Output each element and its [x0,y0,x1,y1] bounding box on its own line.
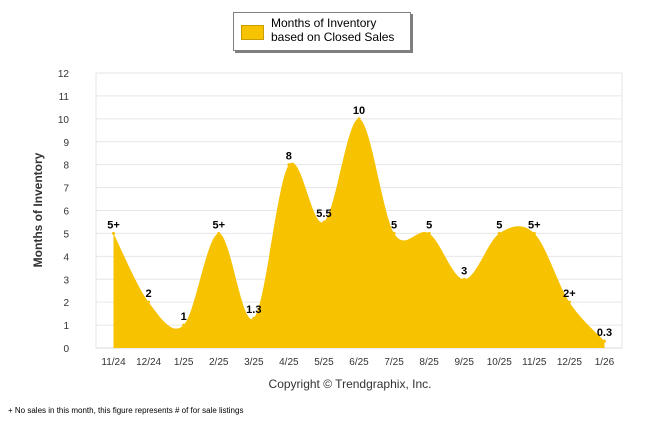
x-tick-label: 5/25 [314,357,334,368]
x-tick-label: 4/25 [279,357,299,368]
y-tick-label: 6 [63,207,69,218]
data-label: 10 [353,105,365,117]
copyright-text: Copyright © Trendgraphix, Inc. [269,377,432,391]
x-tick-label: 12/25 [557,357,582,368]
y-tick-label: 12 [58,69,70,80]
data-point [217,231,221,235]
data-label: 5+ [212,219,225,231]
y-tick-label: 7 [63,184,69,195]
data-label: 5 [426,219,432,231]
series-area [113,118,605,348]
data-point [322,220,326,224]
data-label: 1 [181,311,187,323]
data-point [427,231,431,235]
x-tick-label: 1/25 [174,357,194,368]
x-tick-label: 3/25 [244,357,264,368]
data-label: 5 [391,219,397,231]
data-point [567,300,571,304]
x-tick-label: 6/25 [349,357,369,368]
data-label: 1.3 [246,304,261,316]
y-tick-label: 8 [63,161,69,172]
legend: Months of Inventory based on Closed Sale… [233,12,411,51]
x-axis-ticks: 11/24 12/24 1/25 2/25 3/25 4/25 5/25 6/25 7/25 8/… [101,357,614,368]
x-tick-label: 11/25 [522,357,547,368]
y-tick-label: 10 [58,115,70,126]
data-label: 5.5 [316,208,331,220]
data-point [182,323,186,327]
y-tick-label: 2 [63,298,69,309]
data-label: 2 [146,288,152,300]
data-label: 3 [461,265,467,277]
data-point [147,300,151,304]
data-label: 5+ [528,219,541,231]
footnote: + No sales in this month, this figure re… [8,406,244,415]
x-tick-label: 12/24 [136,357,161,368]
y-tick-label: 9 [63,138,69,149]
data-point [602,339,606,343]
y-axis-title: Months of Inventory [31,152,45,267]
x-tick-label: 8/25 [419,357,439,368]
x-tick-label: 2/25 [209,357,229,368]
data-point [287,163,291,167]
y-tick-label: 5 [63,229,69,240]
legend-label: Months of Inventory based on Closed Sale… [271,16,395,44]
data-label: 0.3 [597,327,612,339]
data-label: 2+ [563,288,576,300]
data-point [252,316,256,320]
x-tick-label: 11/24 [101,357,126,368]
y-tick-label: 11 [59,92,70,103]
x-tick-label: 10/25 [487,357,512,368]
legend-swatch [241,25,264,40]
data-point [497,231,501,235]
y-tick-label: 1 [63,321,69,332]
data-label: 8 [286,151,292,163]
y-tick-label: 3 [63,275,69,286]
data-label: 5+ [107,219,120,231]
x-tick-label: 1/26 [595,357,615,368]
data-point [392,231,396,235]
data-point [462,277,466,281]
x-tick-label: 7/25 [384,357,404,368]
y-tick-label: 0 [63,344,69,355]
data-labels: 5+ 2 1 5+ 1.3 8 5.5 10 5 5 3 5 5+ 2+ 0.3 [107,105,612,343]
data-point [357,117,361,121]
data-label: 5 [496,219,502,231]
data-point [532,231,536,235]
series-area-group [113,118,605,348]
data-point [112,231,116,235]
x-tick-label: 9/25 [454,357,474,368]
y-tick-label: 4 [63,252,69,263]
